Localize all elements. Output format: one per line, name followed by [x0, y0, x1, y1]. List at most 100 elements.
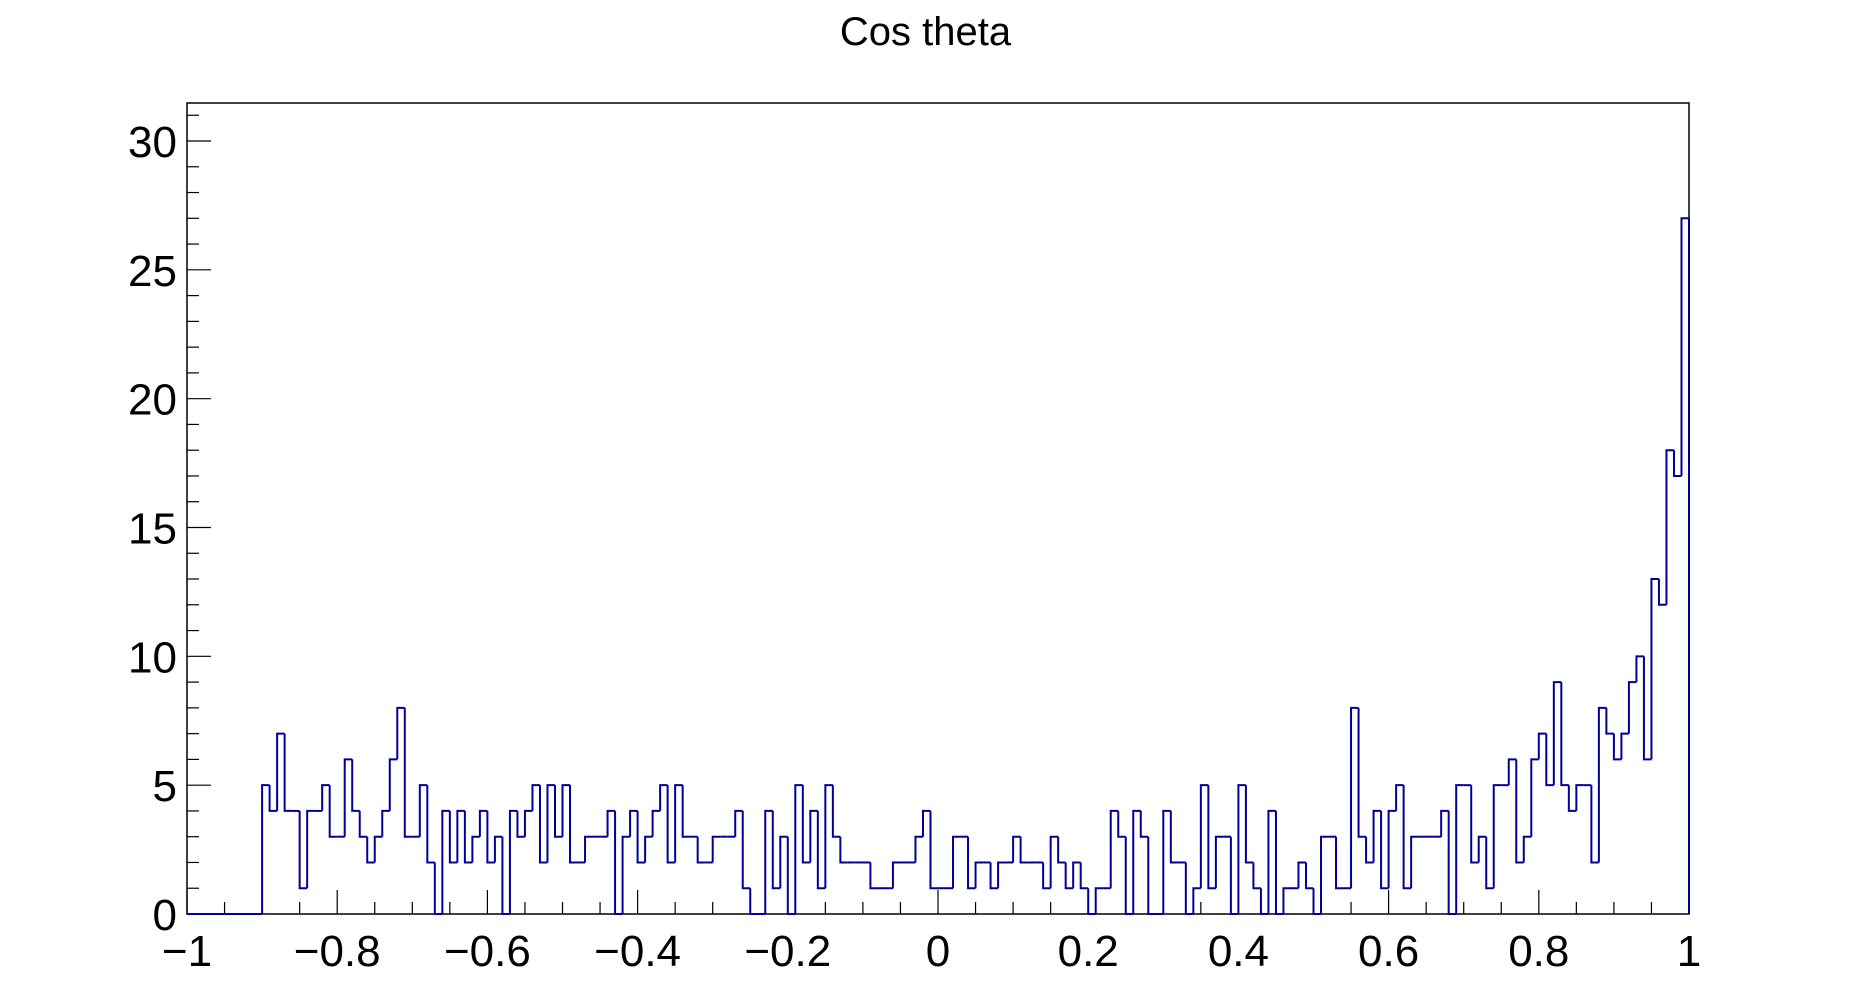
histogram-bin [276, 732, 285, 811]
histogram-bin [1184, 862, 1194, 915]
y-tick-label: 20 [128, 376, 177, 425]
histogram-bin [1522, 835, 1532, 863]
histogram-bin [471, 835, 480, 863]
histogram-bin [403, 707, 413, 838]
histogram-bin [1447, 810, 1457, 915]
x-tick-label: 0 [926, 927, 950, 976]
histogram-bin [1259, 888, 1269, 915]
histogram-bin [869, 862, 878, 890]
histogram-bin [418, 784, 428, 837]
histogram-bin [1199, 784, 1209, 889]
histogram-bin [1642, 656, 1652, 761]
chart-title: Cos theta [839, 10, 1012, 54]
x-tick-label: 1 [1677, 927, 1701, 976]
histogram-bin [388, 758, 398, 811]
histogram-bin [1545, 733, 1554, 787]
histogram-bin [1657, 579, 1667, 606]
y-tick-label: 0 [153, 891, 177, 940]
histogram-bin [1087, 888, 1096, 915]
y-tick-label: 15 [128, 505, 177, 554]
histogram-bin [779, 835, 788, 889]
histogram-bin [1590, 785, 1599, 864]
histogram-bin [1335, 836, 1344, 890]
histogram-bin [531, 784, 540, 811]
histogram-bin [1320, 835, 1329, 914]
histogram-bin [1620, 732, 1629, 760]
y-tick-label: 25 [128, 247, 177, 296]
histogram-bin [1507, 758, 1517, 786]
histogram-bin [463, 810, 473, 864]
histogram-bin [1169, 810, 1179, 864]
histogram-bin [1304, 862, 1314, 890]
histogram-bin [741, 810, 751, 890]
x-tick-label: 0.6 [1358, 927, 1419, 976]
histogram-bin [771, 810, 781, 890]
histogram-bin [516, 810, 525, 838]
histogram-bin [1650, 578, 1659, 760]
histogram-bin [1282, 887, 1291, 914]
histogram-bin [764, 809, 773, 914]
histogram-bin [681, 785, 691, 838]
plot-frame [186, 102, 1690, 915]
histogram-bin [666, 785, 676, 864]
histogram-bin [1560, 682, 1569, 787]
histogram-bin [794, 784, 803, 914]
histogram-bin [493, 835, 503, 863]
x-tick-label: −0.6 [444, 927, 531, 976]
histogram-bin [373, 835, 383, 863]
histogram-bin [328, 785, 338, 838]
histogram-bin [1680, 217, 1689, 476]
histogram-bin [1132, 809, 1141, 914]
histogram-bin [569, 785, 578, 864]
histogram-bin [914, 835, 923, 863]
histogram-bin [1012, 835, 1021, 863]
histogram-bin [809, 809, 818, 863]
histogram-bin [1049, 835, 1059, 889]
histogram-bin [1267, 809, 1276, 914]
histogram-bin [546, 784, 555, 863]
histogram-bin [1627, 681, 1637, 734]
histogram-bin [1395, 784, 1404, 811]
histogram-bin [1214, 835, 1224, 889]
histogram-bin [1575, 784, 1584, 811]
histogram-bin [1064, 862, 1074, 890]
histogram-bin [508, 809, 518, 914]
histogram-bin [343, 758, 353, 837]
histogram-bin [1207, 785, 1216, 890]
histogram-bin [629, 809, 638, 837]
histogram-bin [426, 785, 435, 864]
histogram-bin [1552, 681, 1562, 786]
histogram-bin [1094, 887, 1104, 914]
histogram-bin [1365, 836, 1374, 864]
y-tick-label: 30 [128, 118, 177, 167]
histogram-bin [1229, 836, 1239, 915]
histogram-bin [1274, 810, 1284, 915]
histogram-bin [974, 861, 984, 889]
histogram-bin [1530, 758, 1539, 837]
histogram-bin [1410, 835, 1419, 889]
histogram-bin [1357, 707, 1367, 838]
histogram-bin [1380, 810, 1389, 890]
histogram-bin [1567, 785, 1577, 812]
histogram-bin [1477, 835, 1487, 863]
histogram-bin [651, 809, 661, 837]
x-tick-label: −1 [162, 927, 212, 976]
y-tick-label: 5 [153, 762, 177, 811]
histogram-bin [448, 810, 458, 864]
histogram-bin [1485, 836, 1494, 890]
histogram-bin [1597, 706, 1607, 863]
histogram-bin [1139, 810, 1149, 838]
y-tick-label: 10 [128, 633, 177, 682]
histogram-bin [824, 784, 833, 889]
histogram-bin [478, 809, 488, 837]
histogram-bin [433, 862, 443, 915]
histogram-bin [711, 835, 721, 863]
histogram-bin [523, 809, 533, 837]
histogram-bin [1605, 707, 1614, 735]
histogram-bin [1072, 861, 1081, 889]
histogram-bin [929, 810, 938, 890]
histogram-bin [538, 785, 548, 864]
histogram-bin [1079, 862, 1089, 890]
histogram-bin [1297, 861, 1306, 889]
histogram-bin [614, 810, 623, 915]
